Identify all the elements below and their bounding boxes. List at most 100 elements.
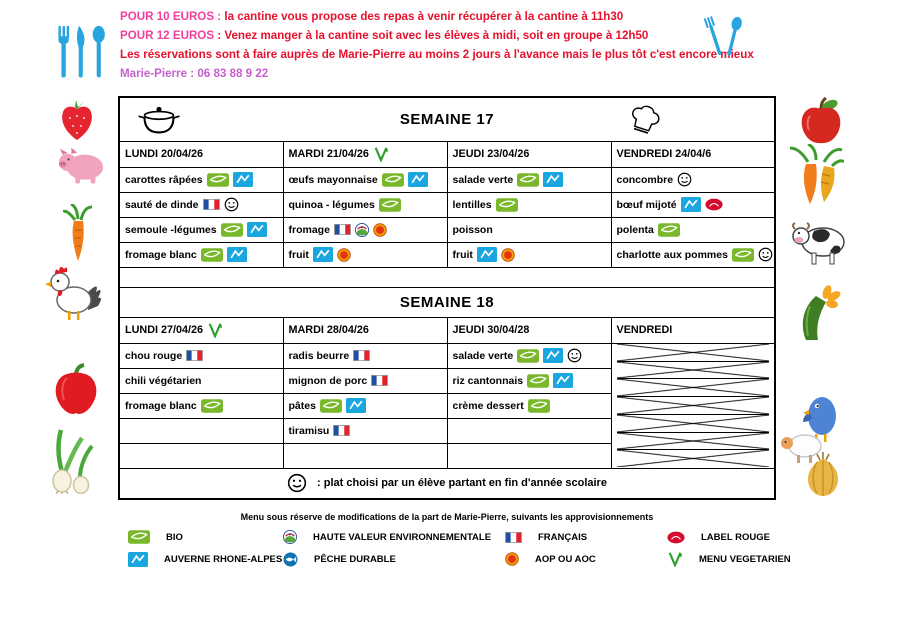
menu-item-label: concombre [616,173,674,186]
menu-item-cell: bœuf mijoté [610,191,776,218]
smiley-icon [758,247,773,262]
menu-item-label: sauté de dinde [125,198,199,211]
ara-icon [543,172,564,187]
ara-icon [543,348,564,363]
day-header-cell: JEUDI 30/04/28 [446,316,612,344]
menu-item: polenta [617,218,770,241]
flag-icon [202,199,220,210]
crossed-cell [616,361,769,380]
crossed-boxes [616,344,769,467]
menu-item-label: quinoa - légumes [288,198,375,211]
menu-item: semoule -légumes [125,218,278,241]
menu-item: fruit [453,243,606,266]
menu-item-label: semoule -légumes [125,223,217,236]
day-header-cell: MARDI 21/04/26 [282,140,448,168]
legend-item: PÊCHE DURABLE [283,551,505,567]
bio-icon [220,222,243,237]
menu-item: fromage blanc [125,394,278,417]
menu-item: concombre [616,168,770,191]
menu-item [125,419,278,442]
menu-item-cell: salade verte [446,166,612,193]
menu-item: sauté de dinde [125,193,278,216]
bio-icon [378,197,401,212]
day-label: LUNDI 20/04/26 [125,148,204,160]
menu-item-cell: polenta [610,216,776,243]
deco-cutlery-left-icon [50,24,110,80]
menu-item: charlotte aux pommes [616,243,773,266]
legend-label: PÊCHE DURABLE [314,553,396,565]
menu-item-label: crème dessert [452,399,524,412]
menu-item-cell: mignon de porc [282,367,448,394]
empty-cell [118,442,284,469]
menu-item-cell: radis beurre [282,342,448,369]
smiley-icon [677,172,692,187]
bio-icon [319,398,342,413]
menu-item-label: carottes râpées [125,173,203,186]
menu-item: chili végétarien [125,369,278,392]
bio-icon [495,197,518,212]
legend: BIO HAUTE VALEUR ENVIRONNEMENTALE FRANÇAIS… [128,530,817,567]
legend-label: AUVERNE RHONE-ALPES [164,553,283,565]
day-header: LUNDI 27/04/26 [125,318,278,342]
menu-item-cell: poisson [446,216,612,243]
menu-item-cell: charlotte aux pommes [610,241,776,268]
labelrouge-icon [667,531,685,544]
menu-item-label: charlotte aux pommes [616,248,728,261]
spacer-row [118,266,776,288]
menu-item-label: pâtes [288,399,316,412]
bio-icon [206,172,229,187]
legend-label: HAUTE VALEUR ENVIRONNEMENTALE [313,531,492,543]
day-label: VENDREDI 24/04/6 [616,148,712,160]
hve-icon [354,222,369,237]
bio-icon [381,172,404,187]
menu-item: mignon de porc [288,369,442,392]
legend-item: LABEL ROUGE [667,530,817,544]
flag-icon [333,425,351,436]
header-line-text: la cantine vous propose des repas à veni… [224,10,624,23]
header-line-label: POUR 10 EUROS : [120,10,225,23]
day-label: VENDREDI [616,324,673,336]
menu-item-cell: fromage [282,216,448,243]
menu-item: lentilles [453,193,606,216]
deco-spring-onion-icon [44,428,96,494]
veg-icon [373,146,389,162]
ara-icon [345,398,366,413]
menu-item-cell: lentilles [446,191,612,218]
menu-item-cell: chou rouge [118,342,284,369]
flag-icon [334,224,351,235]
hve-icon [283,530,297,544]
table-footer-cell: : plat choisi par un élève partant en fi… [118,467,776,500]
ara-icon [226,247,247,262]
empty-cell [446,442,612,469]
deco-rooster-icon [44,260,102,322]
smiley-icon [567,348,582,363]
menu-item: radis beurre [289,344,442,367]
menu-item-label: salade verte [452,173,514,186]
ara-icon [312,247,333,262]
deco-apple-icon [798,96,844,146]
menu-item: bœuf mijoté [617,193,770,216]
header-line-label: POUR 12 EUROS [120,29,218,42]
day-header-cell: VENDREDI [610,316,776,344]
menu-item: fromage blanc [125,243,278,266]
deco-cow-icon [790,220,848,266]
deco-onion-icon [803,452,843,498]
deco-zucchini-flower-icon [794,284,844,342]
menu-item-cell: fruit [282,241,448,268]
menu-item-label: mignon de porc [288,374,368,387]
deco-cutlery-right-icon [700,14,746,62]
crossed-cell [616,414,769,433]
day-label: LUNDI 27/04/26 [125,324,204,336]
menu-item-cell [446,417,612,444]
ara-icon [232,172,253,187]
menu-item-cell: salade verte [446,342,612,369]
menu-item-cell: carottes râpées [118,166,284,193]
header-line-text: : Venez manger à la cantine soit avec le… [217,29,649,42]
day-header: JEUDI 30/04/28 [453,318,606,342]
week-title: SEMAINE 18 [399,293,495,311]
legend-label: LABEL ROUGE [701,531,770,543]
crossed-cell [616,432,769,451]
menu-item-label: fromage blanc [125,248,197,261]
menu-item-cell: fromage blanc [118,392,284,419]
